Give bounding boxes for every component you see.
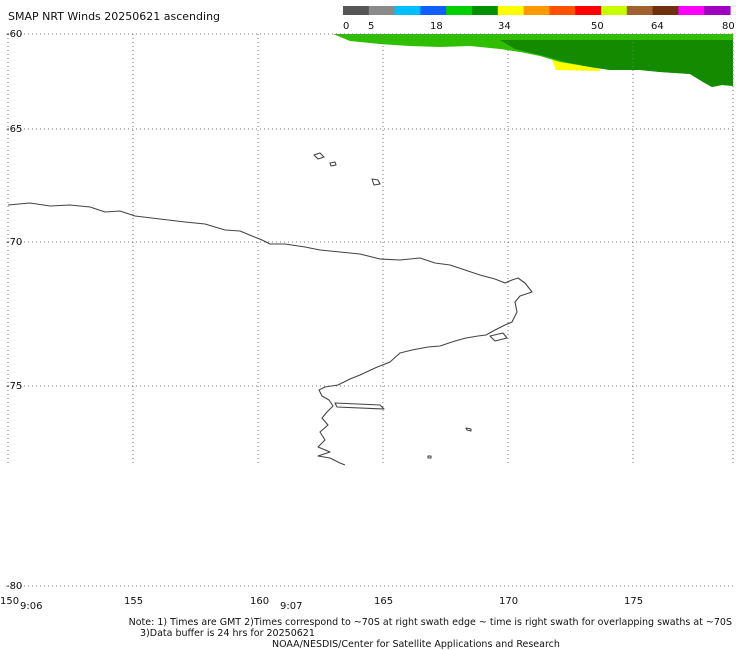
colorbar-tick-label: 34 (498, 21, 511, 32)
graticule (7, 33, 734, 587)
colorbar-cell (343, 6, 370, 15)
colorbar-cell (652, 6, 679, 15)
colorbar-cell (601, 6, 628, 15)
colorbar-tick-label: 50 (591, 21, 604, 32)
colorbar-cell (497, 6, 525, 15)
colorbar-tick-label: 0 (343, 21, 349, 32)
colorbar-cell (472, 6, 499, 15)
lat-label: -75 (6, 381, 22, 392)
lat-label: -70 (6, 237, 22, 248)
lat-label: -80 (6, 581, 22, 592)
colorbar-cell (368, 6, 396, 15)
colorbar-cell (549, 6, 576, 15)
latitude-labels: -60 -65 -70 -75 -80 (6, 29, 22, 592)
lon-label: 155 (124, 596, 143, 607)
colorbar-cell (523, 6, 550, 15)
note-line-2: 3)Data buffer is 24 hrs for 20250621 (140, 628, 315, 639)
note-line-3: NOAA/NESDIS/Center for Satellite Applica… (272, 639, 560, 650)
colorbar-cell (575, 6, 602, 15)
lon-label: 165 (374, 596, 393, 607)
colorbar-tick-label: 80 (722, 21, 735, 32)
lon-label: 160 (250, 596, 269, 607)
lat-label: -65 (6, 124, 22, 135)
colorbar-tick-label: 5 (368, 21, 374, 32)
lon-label: 175 (624, 596, 643, 607)
swath-yellow-lower (552, 60, 600, 71)
colorbar-cell (704, 6, 731, 15)
wind-swath (333, 33, 733, 87)
colorbar-tick-label: 18 (430, 21, 443, 32)
map-title: SMAP NRT Winds 20250621 ascending (8, 10, 220, 23)
colorbar-cell (420, 6, 447, 15)
colorbar-cell (394, 6, 421, 15)
longitude-labels: 150 155 160 165 170 175 (0, 596, 643, 607)
colorbar-tick-label: 64 (651, 21, 664, 32)
note-line-1: Note: 1) Times are GMT 2)Times correspon… (128, 617, 732, 628)
swath-green-dark (500, 40, 733, 87)
pass-time: 9:06 (20, 601, 42, 612)
wind-speed-colorbar: 0 5 18 34 50 64 80 (343, 6, 735, 32)
colorbar-cell (626, 6, 654, 15)
colorbar-cell (446, 6, 473, 15)
coastline (7, 152, 533, 466)
lon-label: 170 (499, 596, 518, 607)
lat-label: -60 (6, 29, 22, 40)
pass-time: 9:07 (280, 601, 302, 612)
colorbar-cell (678, 6, 705, 15)
lon-label: 150 (0, 596, 19, 607)
